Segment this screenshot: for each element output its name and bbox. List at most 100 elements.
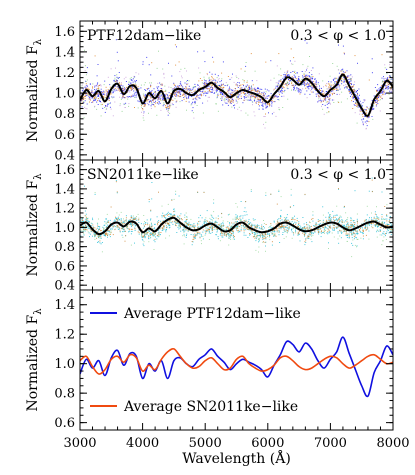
spectrum-point — [290, 225, 292, 227]
spectrum-point — [115, 89, 117, 91]
spectrum-point — [378, 225, 379, 227]
spectrum-point — [132, 218, 134, 220]
spectrum-point — [298, 221, 300, 223]
spectrum-point — [191, 241, 193, 242]
spectrum-point — [310, 78, 312, 80]
spectrum-point — [97, 100, 98, 102]
spectrum-point — [150, 92, 152, 93]
spectrum-point — [85, 219, 87, 221]
spectrum-point — [382, 80, 384, 82]
spectrum-point — [232, 91, 234, 93]
spectrum-point — [307, 87, 309, 89]
spectrum-point — [83, 117, 85, 119]
spectrum-point — [320, 101, 322, 103]
spectrum-point — [267, 105, 268, 107]
spectrum-point — [379, 230, 381, 231]
spectrum-point — [365, 220, 367, 222]
spectrum-point — [125, 76, 127, 78]
spectrum-point — [275, 85, 277, 87]
spectrum-point — [275, 87, 277, 89]
spectrum-point — [344, 230, 345, 232]
spectrum-point — [251, 226, 253, 228]
spectrum-point — [262, 235, 264, 237]
spectrum-point — [192, 87, 194, 89]
spectrum-point — [262, 233, 264, 235]
spectrum-point — [327, 96, 329, 98]
spectrum-point — [261, 234, 263, 236]
spectrum-point — [283, 84, 285, 85]
spectrum-point — [122, 222, 124, 224]
spectrum-point — [282, 77, 284, 79]
spectrum-point — [235, 226, 237, 228]
spectrum-point — [140, 87, 142, 89]
spectrum-point — [289, 221, 291, 223]
spectrum-point — [285, 75, 287, 77]
y-tick-label: 0.6 — [54, 128, 75, 143]
spectrum-point — [165, 221, 167, 223]
spectrum-point — [379, 93, 381, 95]
spectrum-point — [83, 96, 84, 98]
spectrum-point — [228, 92, 229, 94]
spectrum-point — [372, 107, 374, 109]
spectrum-point — [275, 223, 277, 225]
spectrum-point — [154, 232, 156, 234]
spectrum-point — [83, 226, 84, 227]
spectrum-point — [160, 93, 162, 95]
spectrum-point — [298, 233, 300, 235]
spectrum-point — [205, 226, 207, 228]
spectrum-point — [278, 191, 280, 192]
spectrum-point — [194, 100, 196, 102]
spectrum-point — [86, 79, 88, 81]
spectrum-point — [221, 72, 223, 74]
spectrum-point — [82, 90, 84, 92]
spectrum-point — [254, 96, 256, 98]
spectrum-point — [322, 100, 324, 102]
spectrum-point — [304, 193, 306, 195]
spectrum-point — [331, 93, 333, 94]
spectrum-point — [312, 87, 314, 89]
spectrum-point — [110, 229, 112, 230]
spectrum-point — [81, 106, 83, 108]
spectrum-point — [231, 90, 233, 92]
spectrum-point — [382, 223, 384, 225]
spectrum-point — [124, 222, 126, 224]
spectrum-point — [389, 216, 391, 217]
spectrum-point — [371, 217, 372, 219]
spectrum-point — [336, 214, 338, 216]
spectrum-point — [265, 233, 267, 235]
spectrum-point — [106, 95, 108, 97]
spectrum-point — [253, 95, 255, 97]
spectrum-point — [249, 99, 251, 101]
spectrum-point — [328, 87, 330, 89]
spectrum-point — [315, 93, 317, 95]
spectrum-point — [310, 233, 312, 235]
spectrum-point — [232, 233, 234, 235]
spectrum-point — [243, 232, 245, 234]
spectrum-point — [350, 79, 352, 81]
spectrum-point — [333, 228, 335, 230]
spectrum-point — [150, 96, 152, 98]
spectrum-point — [306, 237, 308, 239]
spectrum-point — [289, 221, 291, 223]
spectrum-point — [258, 225, 260, 227]
spectrum-point — [221, 232, 223, 234]
spectrum-point — [205, 80, 207, 82]
spectrum-point — [85, 216, 87, 218]
spectrum-point — [171, 221, 173, 223]
spectrum-point — [219, 91, 221, 93]
spectrum-point — [385, 92, 386, 94]
spectrum-point — [380, 95, 382, 97]
spectrum-point — [119, 227, 121, 229]
spectrum-point — [154, 241, 156, 243]
spectrum-point — [130, 86, 132, 88]
spectrum-point — [315, 86, 317, 88]
spectrum-point — [148, 104, 150, 106]
spectrum-point — [168, 111, 169, 113]
spectrum-point — [231, 97, 233, 99]
spectrum-point — [292, 71, 294, 72]
spectrum-point — [94, 98, 96, 100]
spectrum-point — [175, 101, 177, 103]
spectrum-point — [245, 62, 247, 63]
spectrum-point — [160, 94, 162, 96]
spectrum-point — [376, 214, 377, 216]
